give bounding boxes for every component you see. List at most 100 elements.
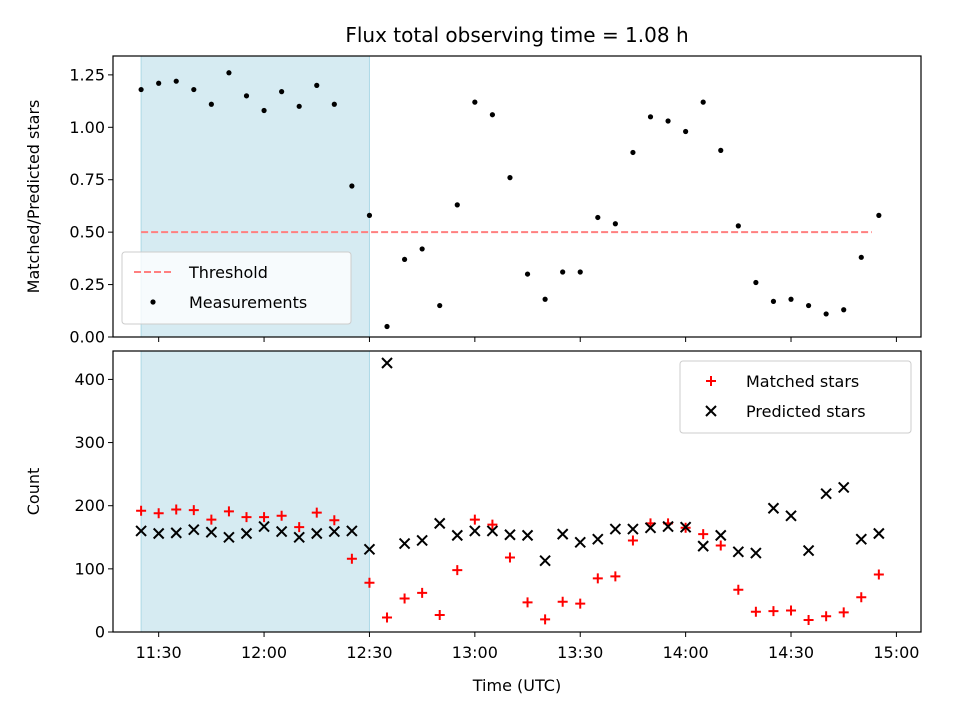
matched-stars-point: [382, 612, 393, 623]
predicted-stars-point: [855, 533, 867, 545]
legend: Threshold Measurements: [121, 251, 352, 325]
predicted-stars-point: [574, 536, 586, 549]
x-tick-label: 11:30: [136, 643, 182, 662]
matched-stars-point: [557, 596, 568, 607]
measurement-point: [665, 118, 671, 124]
matched-stars-point: [329, 515, 340, 526]
matched-stars-point: [171, 504, 182, 515]
matched-stars-point: [821, 611, 832, 622]
matched-stars-point: [786, 605, 797, 616]
predicted-stars-point: [750, 547, 762, 559]
x-tick-label: 13:30: [557, 643, 603, 662]
predicted-stars-point: [223, 531, 235, 543]
measurement-point: [560, 269, 566, 275]
y-tick-label: 300: [74, 433, 105, 452]
measurement-point: [173, 78, 179, 84]
predicted-stars-point: [293, 531, 305, 543]
matched-stars-point: [750, 606, 761, 617]
matched-stars-point: [873, 569, 884, 580]
matched-stars-point: [399, 593, 410, 604]
y-tick-label: 1.00: [69, 118, 105, 137]
measurement-point: [489, 112, 496, 118]
measurement-point: [296, 103, 302, 109]
y-tick-label: 0.75: [69, 170, 105, 189]
y-tick-label: 1.25: [69, 65, 105, 84]
axes-frame: [112, 350, 922, 633]
x-tick-label: 12:00: [241, 643, 287, 662]
measurement-point: [454, 202, 460, 208]
matched-stars-point: [487, 519, 498, 530]
predicted-stars-point: [363, 543, 376, 555]
legend-label: Predicted stars: [746, 402, 866, 421]
measurement-point: [700, 99, 706, 105]
measurement-point: [595, 214, 601, 221]
matched-stars-point: [733, 584, 744, 595]
matched-stars-point: [153, 508, 164, 519]
x-tick-label: 14:30: [768, 643, 814, 662]
matched-stars-point: [223, 506, 234, 517]
measurement-point: [507, 175, 513, 181]
predicted-stars-point: [662, 520, 674, 533]
y-tick-label: 0.00: [69, 328, 105, 347]
matched-stars-point: [434, 609, 445, 620]
measurement-point: [437, 302, 443, 309]
predicted-stars-point: [205, 526, 218, 538]
predicted-stars-point: [873, 527, 885, 540]
highlight-span: [140, 350, 370, 633]
matched-stars-point: [469, 514, 480, 525]
predicted-stars-point: [170, 527, 182, 539]
matched-stars-point: [715, 540, 726, 551]
measurement-point: [401, 256, 408, 263]
predicted-stars-point: [434, 517, 446, 530]
predicted-stars-point: [486, 525, 499, 537]
legend-measurement-swatch: [150, 299, 156, 305]
matched-stars-point: [311, 507, 322, 518]
predicted-stars-point: [802, 544, 815, 557]
measurement-point: [805, 302, 812, 309]
axes-frame: [112, 55, 922, 338]
matched-stars-point: [627, 535, 638, 546]
legend-box: [121, 251, 352, 325]
matched-stars-point: [838, 607, 849, 618]
matched-stars-point: [136, 505, 147, 516]
y-tick-label: 0: [95, 623, 105, 642]
predicted-stars-point: [627, 523, 639, 535]
predicted-stars-point: [469, 525, 481, 537]
predicted-stars-point: [820, 488, 832, 500]
legend-matched-swatch: [706, 376, 716, 386]
matched-stars-point: [856, 592, 867, 603]
measurement-point: [314, 82, 320, 88]
predicted-stars-point: [381, 357, 393, 369]
measurement-point: [384, 323, 390, 330]
legend-label: Matched stars: [746, 372, 859, 391]
predicted-stars-point: [644, 522, 657, 534]
measurement-point: [472, 99, 478, 105]
y-tick-label: 0.25: [69, 275, 105, 294]
matched-stars-point: [698, 529, 709, 540]
measurement-point: [366, 212, 373, 218]
matched-stars-point: [259, 512, 270, 523]
predicted-stars-point: [451, 529, 463, 542]
measurement-point: [208, 101, 214, 107]
predicted-stars-point: [539, 554, 551, 567]
predicted-stars-point: [785, 510, 797, 522]
matched-stars-point: [417, 587, 428, 598]
predicted-stars-point: [135, 525, 147, 537]
matched-stars-point: [188, 505, 199, 516]
x-tick-label: 13:00: [452, 643, 498, 662]
matched-stars-point: [206, 514, 217, 525]
measurement-point: [243, 93, 250, 99]
predicted-stars-point: [715, 529, 727, 542]
measurement-point: [524, 271, 531, 277]
y-tick-label: 0.50: [69, 223, 105, 242]
predicted-stars-point: [328, 525, 341, 538]
predicted-stars-point: [732, 546, 745, 558]
predicted-stars-point: [592, 533, 604, 545]
measurement-point: [542, 296, 548, 302]
predicted-stars-point: [767, 502, 780, 514]
matched-stars-point: [294, 522, 305, 533]
predicted-stars-point: [416, 534, 428, 547]
x-tick-label: 15:00: [873, 643, 919, 662]
measurement-point: [841, 307, 847, 313]
predicted-stars-point: [152, 527, 165, 540]
